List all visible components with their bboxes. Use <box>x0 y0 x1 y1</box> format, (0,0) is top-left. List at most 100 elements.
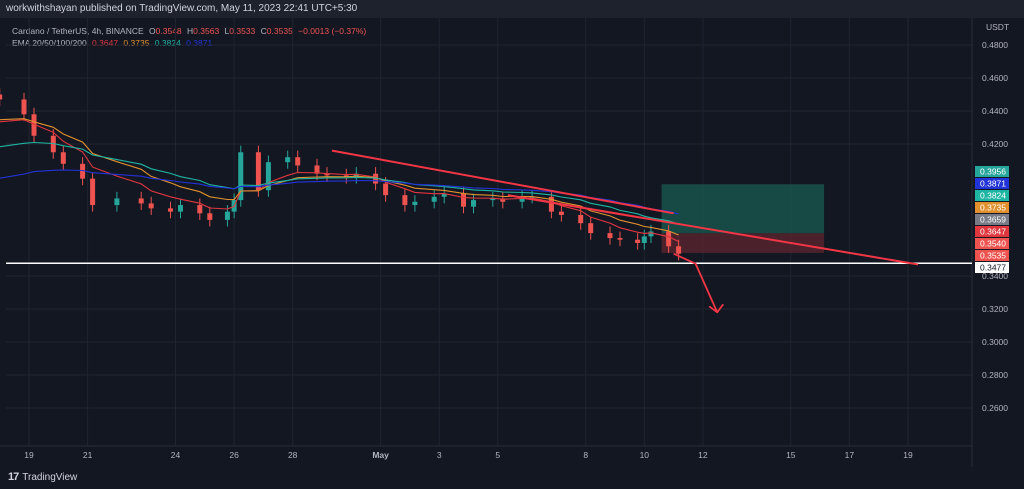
price-tag-label: 0.3535 <box>980 251 1006 261</box>
price-tag <box>975 238 1009 249</box>
published-text: workwithshayan published on TradingView.… <box>6 3 358 14</box>
candle-body <box>114 198 120 206</box>
price-tag <box>975 262 1009 273</box>
y-tick-label: 0.2800 <box>982 370 1008 380</box>
candle-body <box>471 200 476 207</box>
ema200-line <box>0 169 679 215</box>
price-tag <box>975 190 1009 201</box>
chart-area[interactable]: USDT 0.4800 0.4600 0.4400 0.4200 0.3400 0.3200… <box>0 18 1024 489</box>
x-tick-label: 19 <box>903 450 913 460</box>
candle-body <box>441 193 447 197</box>
close-label: C <box>260 26 267 36</box>
price-tag-label: 0.3477 <box>980 263 1006 273</box>
price-tag-label: 0.3540 <box>980 239 1006 249</box>
candle-body <box>578 214 584 224</box>
price-tag-label: 0.3956 <box>980 167 1006 177</box>
candle-body <box>431 196 437 202</box>
candle-body <box>519 196 525 202</box>
stop-zone <box>661 233 825 253</box>
x-tick-label: 17 <box>845 450 855 460</box>
open-label: O <box>149 26 156 36</box>
low-value: 0.3533 <box>229 26 256 36</box>
x-tick-label: 5 <box>495 450 500 460</box>
ema50-value: 0.3735 <box>123 38 150 48</box>
y-tick-label: 0.4600 <box>982 73 1008 83</box>
x-tick-label: 3 <box>437 450 442 460</box>
ema200-value: 0.3871 <box>186 38 213 48</box>
ema-legend: EMA 20/50/100/200 0.3647 0.3735 0.3824 0… <box>12 38 215 48</box>
price-tag <box>975 214 1009 225</box>
x-tick-label: May <box>372 450 389 460</box>
candle-body <box>265 162 271 191</box>
candle-body <box>383 183 389 196</box>
tradingview-logo[interactable]: 17 TradingView <box>8 471 77 483</box>
candle-body <box>500 198 506 202</box>
candle-body <box>80 163 86 179</box>
candle-body <box>31 114 37 136</box>
x-tick-label: 12 <box>698 450 708 460</box>
x-tick-label: 15 <box>786 450 796 460</box>
price-chart[interactable]: USDT 0.4800 0.4600 0.4400 0.4200 0.3400 0.3200… <box>0 18 1024 489</box>
close-value: 0.3535 <box>266 26 293 36</box>
ema20-line <box>0 119 679 242</box>
y-tick-label: 0.3200 <box>982 304 1008 314</box>
candle-body <box>148 203 154 209</box>
candle-body <box>324 173 330 176</box>
candle-body <box>285 157 291 163</box>
y-tick-label: 0.4800 <box>982 40 1008 50</box>
y-tick-label: 0.4200 <box>982 139 1008 149</box>
candle-body <box>207 213 213 220</box>
candle-body <box>548 196 554 212</box>
candle-body <box>314 165 320 174</box>
price-tag-label: 0.3647 <box>980 227 1006 237</box>
symbol-name[interactable]: Cardano / TetherUS, 4h, BINANCE <box>12 26 144 36</box>
price-tag <box>975 226 1009 237</box>
ema20-value: 0.3647 <box>92 38 119 48</box>
price-tag-label: 0.3824 <box>980 191 1006 201</box>
candle-body <box>21 99 27 115</box>
arrow-head <box>708 303 724 314</box>
x-tick-label: 26 <box>229 450 239 460</box>
candle-body <box>353 173 359 177</box>
publisher-bar: workwithshayan published on TradingView.… <box>0 0 1024 18</box>
candle-body <box>461 193 466 207</box>
candle-body <box>255 152 261 191</box>
candle-body <box>178 205 183 212</box>
candle-body <box>648 231 654 237</box>
price-tag-label: 0.3659 <box>980 215 1006 225</box>
symbol-legend: Cardano / TetherUS, 4h, BINANCE O0.3548 … <box>12 26 369 36</box>
y-tick-label: 0.2600 <box>982 403 1008 413</box>
candle-body <box>558 211 564 215</box>
brand-name: TradingView <box>22 471 78 483</box>
currency-label: USDT <box>986 22 1009 32</box>
candle-body <box>529 196 535 198</box>
ema-label[interactable]: EMA 20/50/100/200 <box>12 38 87 48</box>
trendline <box>507 194 919 266</box>
candle-body <box>90 178 96 206</box>
ema50-line <box>0 118 679 236</box>
candle-body <box>197 205 203 214</box>
trendline <box>331 149 674 215</box>
candle-body <box>295 157 301 166</box>
candle-body <box>138 198 144 204</box>
x-tick-label: 28 <box>288 450 298 460</box>
bearish-arrow <box>673 252 719 313</box>
y-tick-label: 0.3400 <box>982 271 1008 281</box>
candle-body <box>635 239 641 243</box>
price-tag-label: 0.3735 <box>980 203 1006 213</box>
ema100-line <box>0 141 679 225</box>
tradingview-icon: 17 <box>8 471 19 483</box>
x-tick-label: 21 <box>83 450 93 460</box>
high-label: H <box>187 26 194 36</box>
candle-body <box>60 152 66 164</box>
price-tag-label: 0.3871 <box>980 179 1006 189</box>
candle-body <box>402 195 408 206</box>
candle-body <box>412 201 418 206</box>
ema100-value: 0.3824 <box>154 38 181 48</box>
candle-body <box>490 198 496 201</box>
candle-body <box>676 246 682 254</box>
change-value: −0.0013 (−0.37%) <box>298 26 367 36</box>
candle-body <box>588 223 594 234</box>
y-tick-label: 0.4400 <box>982 106 1008 116</box>
price-tag <box>975 166 1009 177</box>
